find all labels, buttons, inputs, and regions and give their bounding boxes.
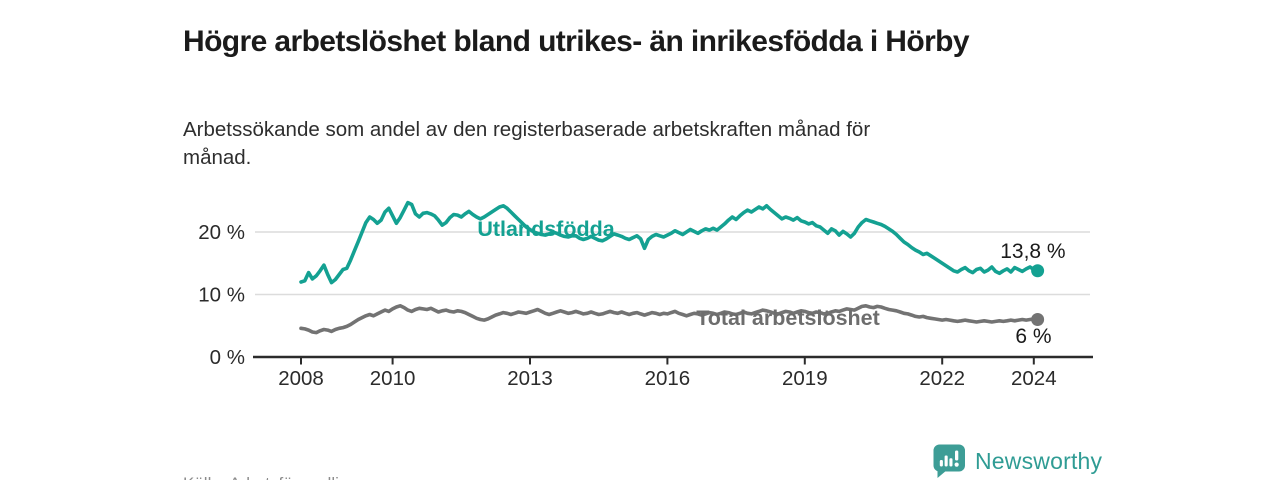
x-tick-label: 2019: [782, 367, 828, 390]
series-end-dot: [1031, 313, 1045, 326]
x-tick-label: 2010: [370, 367, 416, 390]
x-tick-label: 2016: [645, 367, 691, 390]
series-line-total: [299, 303, 1040, 335]
source-note: Källa: Arbetsförmedlingen: [183, 474, 377, 480]
x-tick-label: 2022: [919, 367, 965, 390]
series-line-utlandsfodda: [299, 200, 1040, 285]
series-end-value: 6 %: [1015, 325, 1051, 348]
series-label-utlandsfodda: Utlandsfödda: [477, 217, 615, 241]
series-end-value: 13,8 %: [1000, 240, 1065, 263]
series-end-dot: [1031, 264, 1045, 278]
x-tick-label: 2013: [507, 367, 553, 390]
y-tick-label: 0 %: [210, 346, 245, 369]
y-tick-label: 20 %: [198, 221, 245, 244]
x-tick-label: 2024: [1011, 367, 1057, 390]
newsworthy-wordmark: Newsworthy: [975, 448, 1103, 474]
y-tick-label: 10 %: [198, 284, 245, 307]
series-label-total: Total arbetslöshet: [696, 306, 880, 330]
newsworthy-bar-chart-speech-bubble-icon: [933, 444, 965, 478]
chart-subtitle: Arbetssökande som andel av den registerb…: [183, 117, 871, 170]
newsworthy-logo: Newsworthy: [933, 444, 1102, 479]
page-title: Högre arbetslöshet bland utrikes- än inr…: [183, 25, 970, 59]
x-tick-label: 2008: [278, 367, 324, 390]
